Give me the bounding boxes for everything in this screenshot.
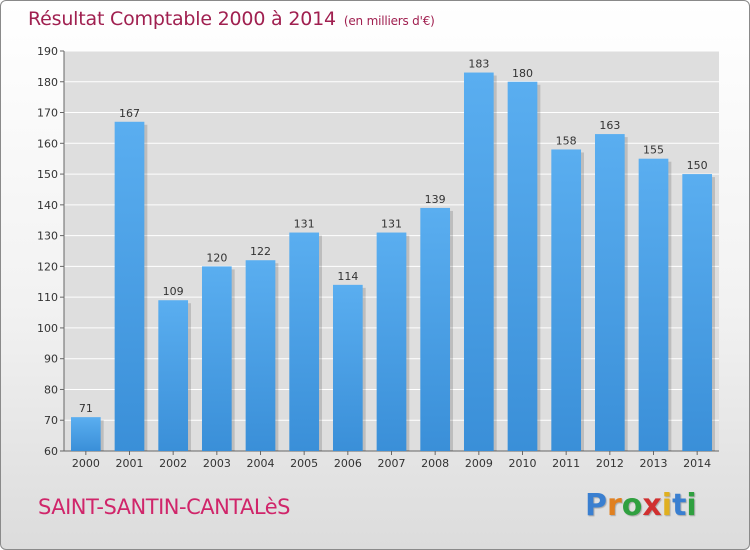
- data-label: 71: [79, 402, 93, 415]
- y-tick-label: 110: [37, 291, 58, 304]
- x-tick-label: 2002: [159, 457, 187, 470]
- bar: [245, 260, 276, 451]
- x-tick-label: 2014: [683, 457, 711, 470]
- x-tick-label: 2001: [116, 457, 144, 470]
- x-tick-label: 2011: [552, 457, 580, 470]
- x-tick-label: 2006: [334, 457, 362, 470]
- data-label: 180: [512, 67, 533, 80]
- data-label: 120: [206, 251, 227, 264]
- logo-letter: i: [661, 488, 673, 523]
- y-tick-label: 170: [37, 107, 58, 120]
- x-tick-label: 2003: [203, 457, 231, 470]
- y-tick-label: 190: [37, 45, 58, 58]
- y-tick-label: 60: [44, 445, 58, 458]
- bar: [70, 417, 101, 451]
- data-label: 183: [468, 58, 489, 71]
- chart-title-text: Résultat Comptable 2000 à 2014: [28, 8, 336, 30]
- y-tick-label: 80: [44, 383, 58, 396]
- y-tick-label: 160: [37, 137, 58, 150]
- logo-letter: x: [642, 488, 662, 523]
- logo-letter: P: [585, 488, 607, 523]
- data-label: 163: [599, 119, 620, 132]
- bar: [420, 207, 451, 451]
- bar: [158, 300, 189, 451]
- bar: [332, 284, 363, 451]
- commune-name: SAINT-SANTIN-CANTALèS: [38, 495, 290, 519]
- bar: [551, 149, 582, 451]
- y-tick-label: 100: [37, 322, 58, 335]
- y-tick-label: 180: [37, 76, 58, 89]
- bar: [289, 232, 320, 451]
- x-tick-label: 2013: [640, 457, 668, 470]
- x-tick-label: 2012: [596, 457, 624, 470]
- bar: [376, 232, 407, 451]
- bar: [682, 174, 713, 452]
- data-label: 131: [381, 218, 402, 231]
- bar: [507, 81, 538, 452]
- logo-letter: i: [686, 488, 697, 523]
- y-tick-label: 140: [37, 199, 58, 212]
- logo-letter: t: [672, 488, 687, 523]
- y-tick-label: 150: [37, 168, 58, 181]
- y-tick-label: 70: [44, 414, 58, 427]
- bar: [638, 158, 669, 451]
- y-tick-label: 130: [37, 230, 58, 243]
- x-tick-label: 2004: [247, 457, 275, 470]
- data-label: 150: [687, 159, 708, 172]
- logo-letter: o: [621, 488, 643, 523]
- data-label: 158: [556, 134, 577, 147]
- chart-title: Résultat Comptable 2000 à 2014 (en millie…: [28, 8, 435, 30]
- y-tick-label: 90: [44, 353, 58, 366]
- logo-letter: r: [607, 488, 622, 523]
- bar: [114, 121, 145, 452]
- x-tick-label: 2005: [290, 457, 318, 470]
- chart-subtitle: (en milliers d'€): [343, 14, 435, 28]
- x-tick-label: 2007: [378, 457, 406, 470]
- bar: [463, 72, 494, 452]
- data-label: 155: [643, 144, 664, 157]
- y-tick-label: 120: [37, 260, 58, 273]
- x-tick-label: 2010: [509, 457, 537, 470]
- data-label: 114: [337, 270, 358, 283]
- proxiti-logo: Proxiti: [585, 488, 697, 523]
- data-label: 122: [250, 245, 271, 258]
- x-tick-label: 2009: [465, 457, 493, 470]
- data-label: 167: [119, 107, 140, 120]
- data-label: 109: [163, 285, 184, 298]
- x-tick-label: 2008: [421, 457, 449, 470]
- bar: [201, 266, 232, 451]
- data-label: 139: [425, 193, 446, 206]
- data-label: 131: [294, 218, 315, 231]
- bar: [594, 134, 625, 452]
- x-tick-label: 2000: [72, 457, 100, 470]
